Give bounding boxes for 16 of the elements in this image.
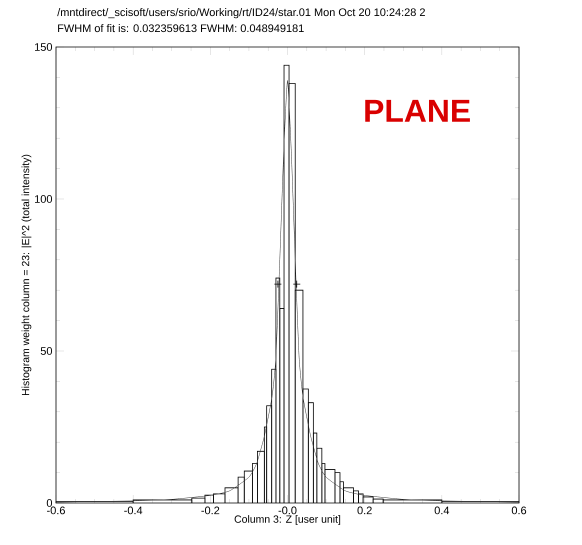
x-tick-label: 0.2 xyxy=(357,506,372,514)
x-tick-label: 0.4 xyxy=(434,506,450,514)
chart-title: /mntdirect/_scisoft/users/srio/Working/rt/ID24/star.01 Mon Oct 20 10:24:28 2 xyxy=(57,8,425,18)
x-tick-label: -0.4 xyxy=(124,506,142,514)
y-axis-title: Histogram weight column = 23: |E|^2 (total intensity) xyxy=(22,154,32,396)
chart-subtitle: FWHM of fit is: 0.032359613 FWHM: 0.048949181 xyxy=(58,24,304,32)
y-tick-label: 100 xyxy=(35,195,52,203)
annotation: PLANE xyxy=(365,100,470,122)
x-tick-label: -0.0 xyxy=(278,506,297,514)
y-tick-label: 0 xyxy=(46,499,52,507)
x-tick-label: 0.6 xyxy=(512,506,526,514)
x-axis-title: Column 3: Z [user unit] xyxy=(234,515,340,525)
x-tick-label: -0.6 xyxy=(47,506,65,514)
y-tick-label: 150 xyxy=(35,43,52,51)
y-tick-label: 50 xyxy=(40,347,52,355)
x-tick-label: -0.2 xyxy=(201,506,220,514)
